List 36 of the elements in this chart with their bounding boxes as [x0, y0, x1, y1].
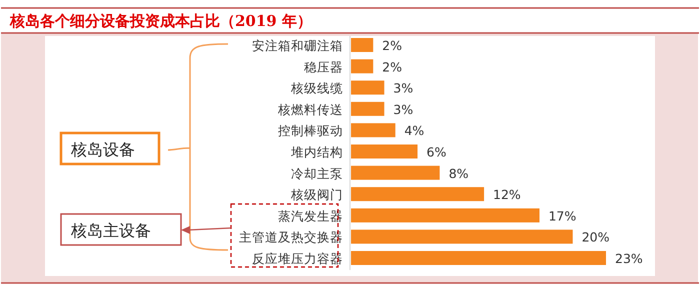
text: 核岛设备	[70, 140, 135, 159]
y-tick-label: 蒸汽发生器	[278, 208, 343, 224]
bar	[351, 166, 440, 180]
data-label: 8%	[448, 166, 469, 181]
data-label: 6%	[426, 144, 446, 160]
data-label: 12%	[493, 187, 521, 202]
data-label: 23%	[615, 251, 643, 266]
bar	[351, 80, 384, 95]
data-label: 3%	[393, 102, 414, 117]
y-tick-label: 核级线缆	[290, 80, 343, 96]
y-tick-label: 稳压器	[304, 59, 343, 74]
bar	[351, 123, 396, 138]
y-tick-label: 主管道及热交换器	[239, 230, 343, 245]
bar	[351, 208, 540, 222]
y-tick-label: 安注箱和硼注箱	[252, 38, 343, 53]
y-tick-label: 反应堆压力容器	[252, 251, 343, 266]
y-tick-label: 堆内结构	[290, 144, 343, 160]
data-label: 3%	[393, 80, 414, 96]
bar	[351, 187, 484, 202]
data-label: 4%	[404, 123, 424, 138]
y-tick-label: 核燃料传送	[277, 102, 343, 117]
bar	[351, 144, 418, 158]
text: 核岛各个细分设备投资成本占比（2019 年）	[9, 12, 312, 30]
data-label: 20%	[582, 230, 610, 245]
bar	[351, 230, 573, 244]
bar	[351, 102, 384, 116]
y-tick-label: 冷却主泵	[291, 166, 343, 181]
data-label: 2%	[382, 59, 402, 74]
text: 核岛主设备	[70, 221, 151, 240]
data-label: 2%	[382, 38, 402, 53]
y-tick-label: 控制棒驱动	[278, 123, 343, 138]
y-tick-label: 核级阀门	[290, 187, 343, 202]
bar	[351, 251, 606, 265]
bar	[351, 59, 374, 74]
bar	[351, 38, 374, 52]
data-label: 17%	[548, 208, 576, 224]
